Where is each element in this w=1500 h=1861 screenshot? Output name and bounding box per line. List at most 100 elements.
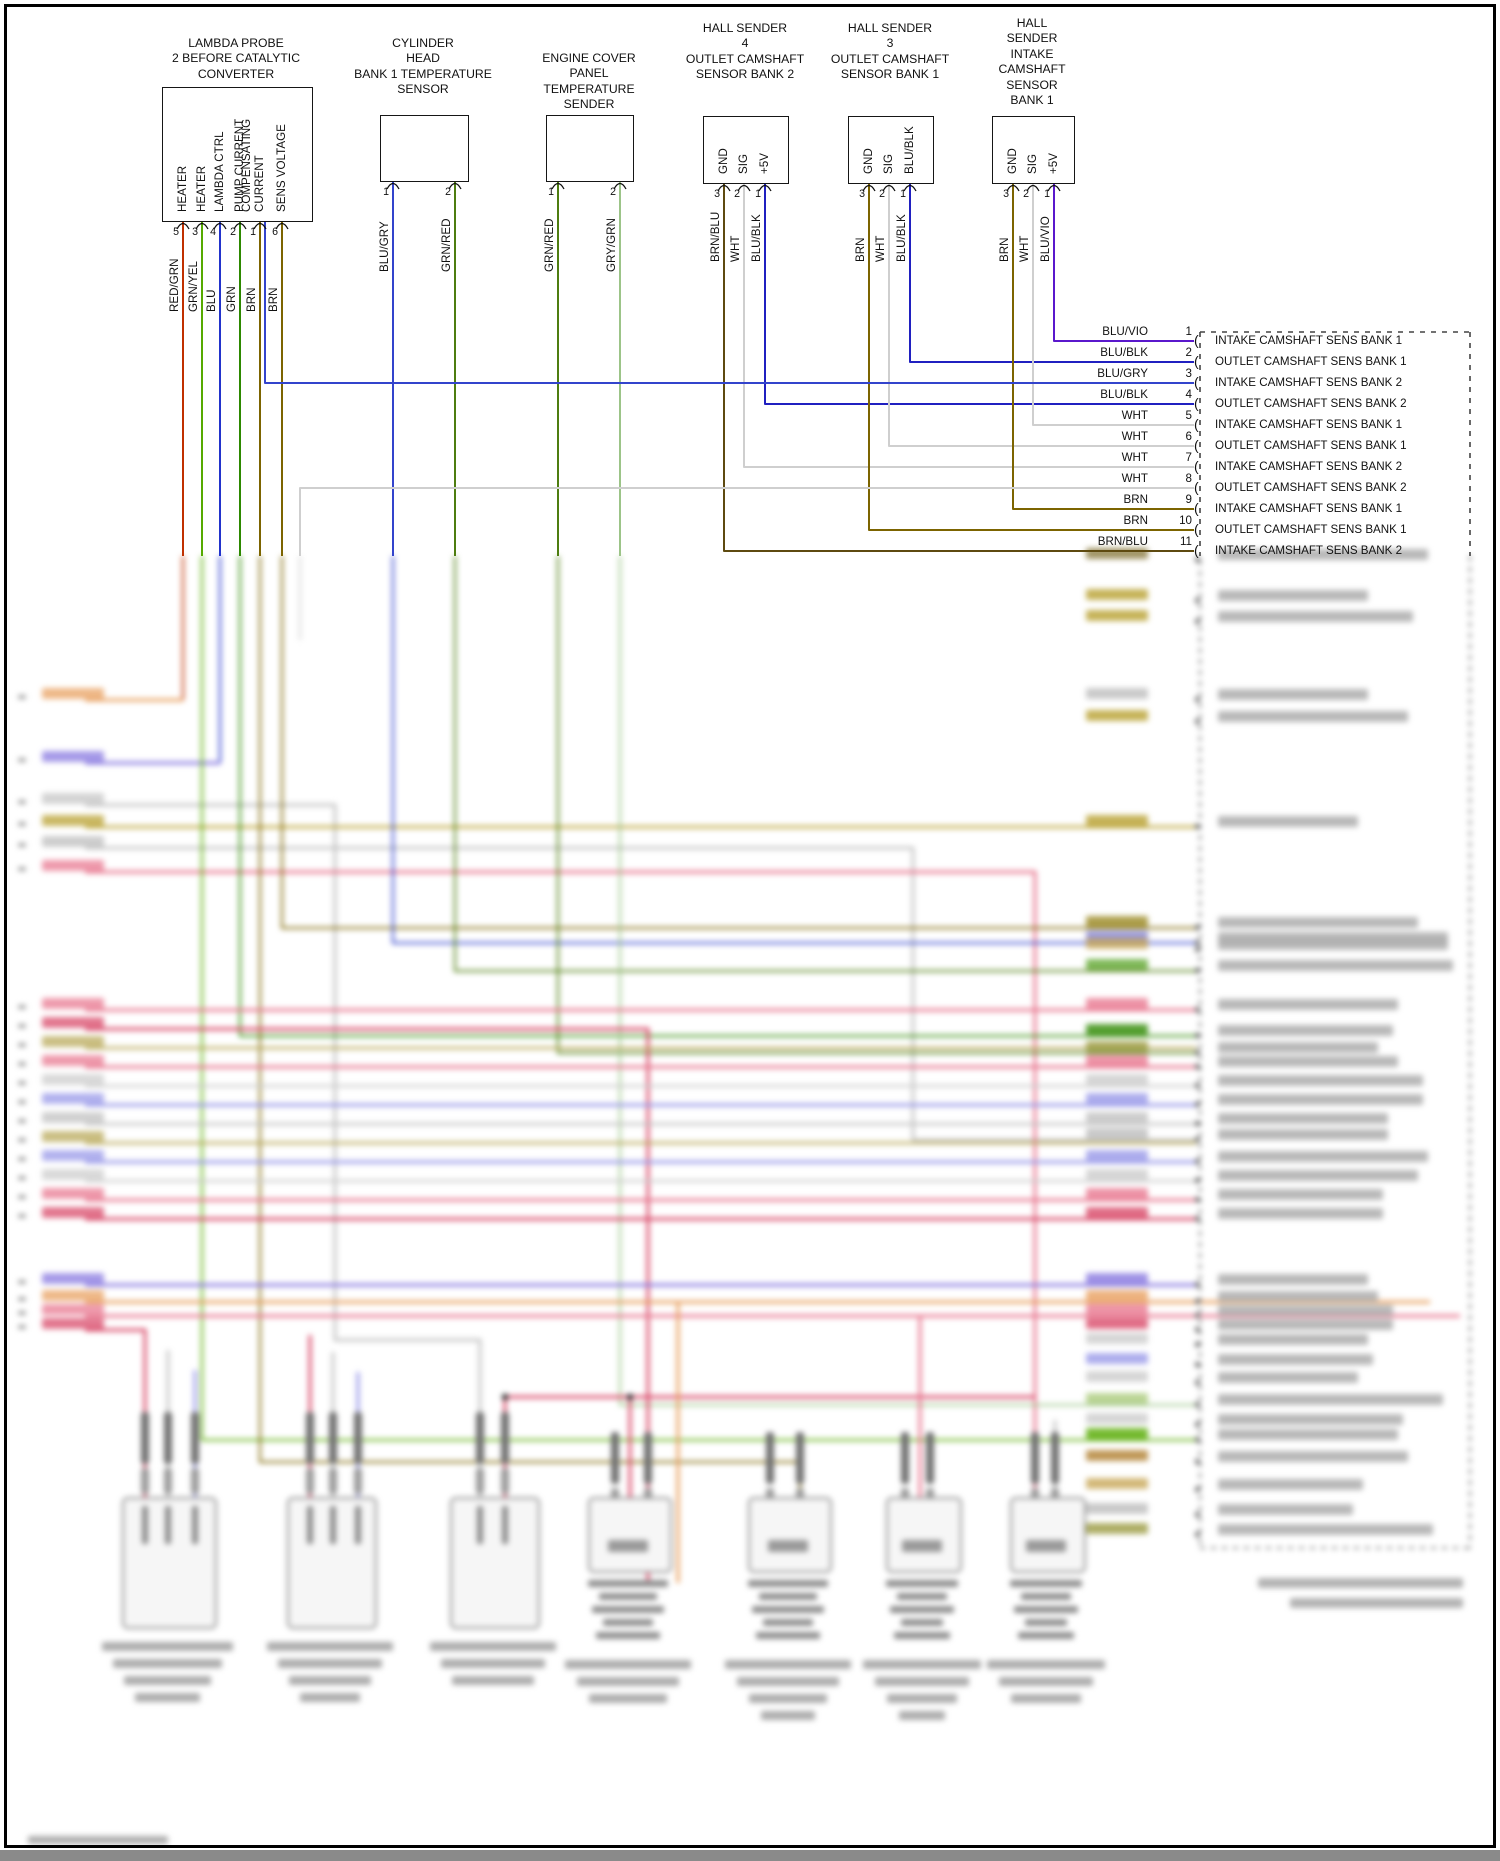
connector-inner-pin (165, 1506, 171, 1544)
terminal-mark-lower (141, 1468, 149, 1494)
pin-function-line: SIG (737, 154, 750, 174)
component-box-engine-cover-panel-temp-sender (546, 115, 634, 182)
ecm-blur-pin-tick (1195, 1121, 1200, 1126)
ecm-blur-pin-tick (1195, 1512, 1200, 1517)
connector-inner-pin (142, 1506, 148, 1544)
ecm-pin-bracket: ( (1194, 500, 1199, 516)
ecm-wire-color-label: WHT (1121, 430, 1148, 443)
pin-function-line: BLU/BLK (903, 126, 916, 174)
left-pin-tick (18, 1297, 26, 1301)
pin-number: 6 (272, 226, 278, 238)
ecm-blur-pin-tick (1195, 1313, 1200, 1318)
pin-socket-arc (737, 184, 751, 192)
ecm-blur-description-bar (1218, 960, 1453, 971)
component-title-line: ENGINE COVER (542, 51, 636, 65)
coil-winding-bar (592, 1606, 664, 1613)
connector-inner-pin (192, 1506, 198, 1544)
wire-color-label: WHT (874, 236, 887, 262)
component-box-hall-sender-3-outlet-camshaft-bank1 (848, 116, 934, 184)
ecm-blur-pin-tick (1195, 1083, 1200, 1088)
ecm-blur-description-bar (1218, 1334, 1368, 1345)
left-wire-color-bar (42, 836, 104, 847)
ecm-blur-description-bar (1218, 711, 1408, 722)
ecm-blur-description-bar (1218, 999, 1398, 1010)
ecm-wire-color-label: BLU/VIO (1102, 325, 1148, 338)
ecm-blur-color-bar (1086, 1093, 1148, 1104)
bottom-unit-label-bar (875, 1677, 969, 1686)
blurred-wire (557, 556, 1196, 1054)
left-wire-color-bar (42, 793, 104, 804)
left-wire-color-bar (42, 1055, 104, 1066)
component-title-line: SENSOR (397, 82, 449, 97)
blurred-wire (85, 846, 1196, 1142)
left-wire-color-bar (42, 998, 104, 1009)
left-pin-tick (18, 867, 26, 871)
bottom-unit-label-bar (289, 1676, 371, 1685)
ecm-blur-color-bar (1086, 1150, 1148, 1161)
ecm-pin-bracket: ( (1194, 542, 1199, 558)
wire-color-label: BRN (245, 288, 258, 312)
terminal-mark (476, 1412, 484, 1464)
wire (1032, 182, 1194, 426)
component-title-line: 3 (886, 36, 894, 51)
ecm-blur-color-bar (1086, 1304, 1148, 1315)
ecm-blur-description-bar (1218, 689, 1368, 700)
pin-socket-arc (448, 182, 462, 190)
component-box-hall-sender-intake-camshaft-bank1 (992, 116, 1075, 184)
junction-dot (501, 1393, 509, 1401)
coil-winding-bar (1018, 1632, 1074, 1639)
ecm-blur-color-bar (1086, 1041, 1148, 1052)
pin-function-line: HEATER (195, 165, 208, 212)
ecm-blur-pin-tick (1195, 1362, 1200, 1367)
ecm-blur-color-bar (1086, 1112, 1148, 1123)
ecm-blur-color-bar (1086, 1450, 1148, 1461)
ecm-blur-color-bar (1086, 1478, 1148, 1489)
ecm-blur-pin-tick (1195, 598, 1200, 603)
left-pin-tick (18, 1311, 26, 1315)
ecm-blur-color-bar (1086, 815, 1148, 826)
coil-winding-bar (890, 1606, 954, 1613)
pin-socket-arc (717, 184, 731, 192)
ecm-blur-color-bar (1086, 1413, 1148, 1424)
pin-function-line: SENS VOLTAGE (275, 124, 288, 212)
component-title-line: BANK 1 TEMPERATURE (354, 66, 492, 81)
page-border-right (1493, 4, 1496, 1848)
ecm-wire-color-label: BLU/BLK (1100, 388, 1148, 401)
ecm-blur-pin-tick (1195, 1033, 1200, 1038)
ecm-blur-description-bar (1218, 1056, 1398, 1067)
wire (888, 182, 1194, 447)
bottom-unit-label-bar (300, 1693, 360, 1702)
ecm-blur-color-bar (1086, 1371, 1148, 1382)
ecm-blur-description-bar (1218, 1094, 1423, 1105)
ecm-pin-bracket: ( (1194, 332, 1199, 348)
ecm-blur-description-bar (1218, 549, 1428, 560)
bottom-unit-label-bar (102, 1642, 233, 1651)
bottom-unit-label-bar (577, 1677, 679, 1686)
terminal-mark-lower (191, 1468, 199, 1494)
ecm-pin-bracket: ( (1194, 437, 1199, 453)
wire-color-text: BRN (267, 287, 280, 312)
page-border-top (4, 4, 1496, 7)
coil-winding-bar (894, 1632, 950, 1639)
ecm-blur-pin-tick (1195, 1342, 1200, 1347)
bottom-unit-label-bar (278, 1659, 382, 1668)
wire (764, 182, 1194, 405)
bottom-unit-label-bar (135, 1693, 200, 1702)
pin-number: 1 (383, 186, 389, 198)
pin-number: 1 (548, 186, 554, 198)
coil-winding-bar (756, 1632, 820, 1639)
component-title-line: CONVERTER (197, 66, 275, 81)
component-title-line: SENDER (563, 97, 615, 112)
coil-winding-bar (596, 1632, 660, 1639)
coil-winding-bar (603, 1619, 653, 1626)
terminal-mark-lower (476, 1468, 484, 1494)
left-wire-color-bar (42, 1169, 104, 1180)
component-title-line: PANEL (569, 66, 609, 81)
component-title-line: 2 BEFORE CATALYTIC (172, 51, 300, 66)
component-title-line: OUTLET CAMSHAFT (830, 51, 950, 66)
ecm-blur-pin-tick (1195, 619, 1200, 624)
ecm-blur-color-bar (1086, 1318, 1148, 1329)
pin-function-line: HEATER (176, 165, 189, 212)
coil-winding-bar (763, 1619, 813, 1626)
bottom-unit-label-bar (999, 1677, 1093, 1686)
